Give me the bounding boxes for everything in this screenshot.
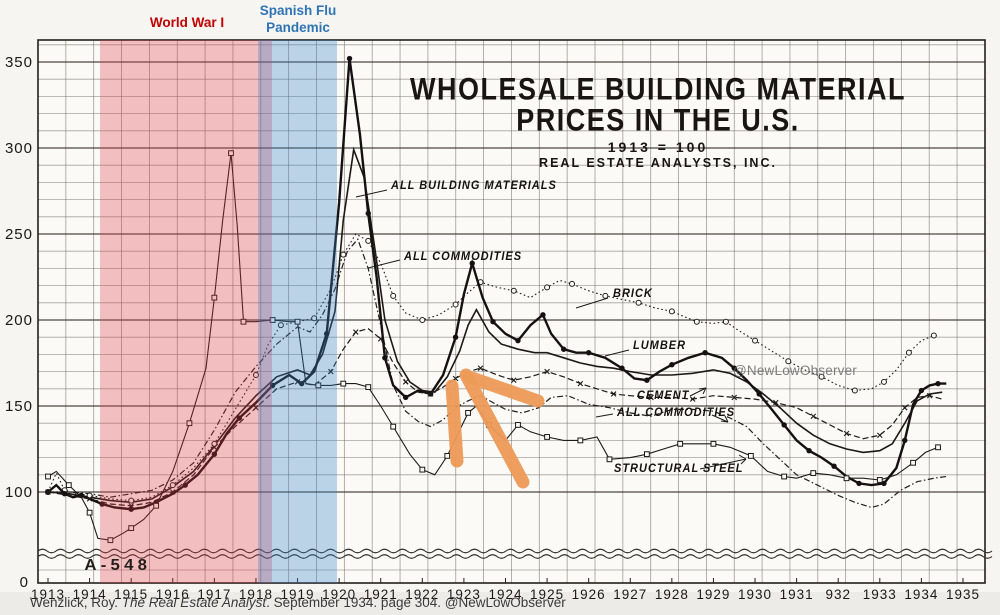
x-tick-label: 932 [825,587,851,602]
series-label-lumber: LUMBER [633,339,687,353]
chart-index-base: 1913 = 100 [607,139,709,155]
series-all_building_materials [47,146,943,504]
y-tick-label: 150 [5,398,33,415]
series-label-structural_steel: STRUCTURAL STEEL [614,462,744,476]
x-tick-label: 1928 [655,587,689,602]
y-tick-label: 350 [5,54,33,71]
x-tick-label: 1926 [572,587,606,602]
spanish-flu-label: Spanish Flu Pandemic [260,2,337,36]
x-tick-label: 1916 [156,587,190,602]
citation-journal: The Real Estate Analyst [121,595,267,610]
series-label-all_building_materials: ALL BUILDING MATERIALS [391,179,557,193]
x-tick-label: 1918 [239,587,273,602]
x-tick-label: 1914 [73,587,107,602]
series-label-all_commodities-2: ALL COMMODITIES [617,406,736,420]
x-tick-label: 1933 [863,587,897,602]
x-tick-label: 1915 [114,587,148,602]
spanish-flu-label-line2: Pandemic [266,20,330,35]
x-tick-label: 1922 [405,587,439,602]
chart-title-line2: PRICES IN THE U.S. [516,103,800,138]
y-zero-label: 0 [20,574,28,591]
x-tick-label: 1935 [946,587,980,602]
series-structural_steel [45,150,941,544]
x-tick-label: 1913 [31,587,65,602]
chart-source: REAL ESTATE ANALYSTS, INC. [539,156,777,170]
series-brick [45,233,937,504]
y-tick-label: 300 [5,140,33,157]
x-tick-label: 1919 [281,587,315,602]
citation-caption: Wenzlick, Roy. The Real Estate Analyst. … [30,595,566,610]
series-label-all_commodities: ALL COMMODITIES [404,250,523,264]
series-label-cement: CEMENT [637,389,690,403]
orange-arrow-annotation [445,368,545,489]
y-tick-label: 250 [5,226,33,243]
series-label-brick: BRICK [613,287,653,301]
x-tick-label: 1927 [613,587,647,602]
citation-rest: . September 1934. page 304. @NewLowObser… [266,595,566,610]
x-tick-label: 1930 [738,587,772,602]
x-tick-label: 1917 [197,587,231,602]
x-tick-label: 1923 [447,587,481,602]
watermark: @NewLowObserver [733,363,857,378]
y-tick-label: 100 [5,484,33,501]
x-tick-label: 1931 [780,587,814,602]
world-war-i-label: World War I [149,15,225,30]
x-tick-label: 1929 [696,587,730,602]
plate-number: A-548 [84,557,152,574]
citation-author: Wenzlick, Roy. [30,595,122,610]
series-lumber [45,55,947,512]
world-war-i-region [100,40,272,583]
y-tick-label: 200 [5,312,33,329]
spanish-flu-label-line1: Spanish Flu [259,3,337,18]
x-tick-label: 1921 [364,587,398,602]
x-tick-label: 1920 [322,587,356,602]
x-tick-label: 1924 [488,587,522,602]
axis-break-wave [37,548,993,559]
x-tick-label: 1925 [530,587,564,602]
series-cement [45,327,943,509]
x-tick-label: 1934 [904,587,938,602]
chart-title-line1: WHOLESALE BUILDING MATERIAL [410,72,906,107]
spanish-flu-region [258,40,337,583]
